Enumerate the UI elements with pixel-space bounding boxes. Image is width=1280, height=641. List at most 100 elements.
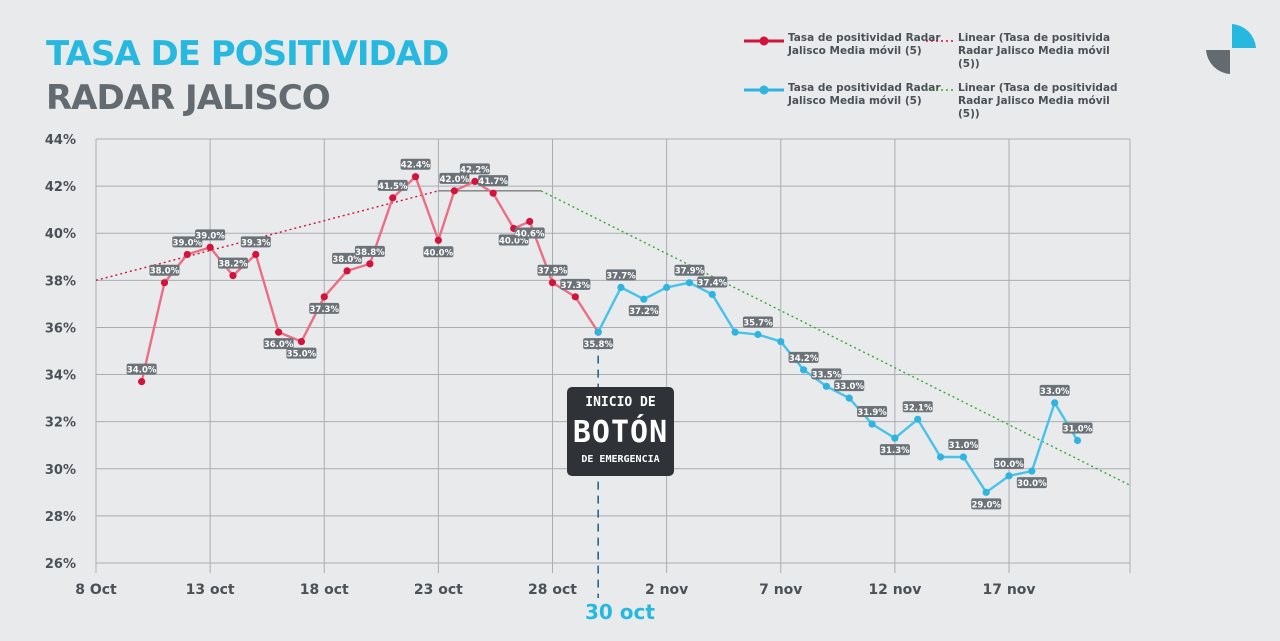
data-label: 37.9% — [538, 267, 568, 277]
data-point — [594, 328, 602, 336]
data-label-bg — [811, 368, 842, 380]
data-label-bg — [240, 236, 271, 248]
data-point — [297, 337, 306, 346]
data-label-bg — [1016, 477, 1047, 489]
data-label: 37.3% — [561, 281, 591, 291]
data-label: 35.8% — [583, 340, 613, 350]
data-label-bg — [583, 338, 614, 350]
y-tick-label: 26% — [45, 557, 76, 572]
data-label-bg — [1062, 422, 1093, 434]
x-tick-label: 13 oct — [186, 582, 235, 598]
data-label-bg — [742, 316, 773, 328]
data-label-bg — [857, 406, 888, 418]
data-label: 30.0% — [1017, 479, 1047, 489]
x-tick-label: 17 nov — [982, 582, 1035, 598]
data-point — [822, 382, 831, 390]
legend-label-red-trend: Linear (Tasa de positivida Radar Jalisco… — [958, 32, 1111, 70]
badge-line3: DE EMERGENCIA — [581, 454, 660, 465]
data-label: 37.3% — [310, 305, 340, 315]
data-label: 33.5% — [812, 370, 842, 380]
data-label-bg — [514, 227, 545, 239]
data-point — [936, 453, 945, 461]
data-point — [489, 189, 497, 197]
data-label-bg — [478, 175, 509, 187]
data-label-bg — [149, 264, 180, 276]
legend-label-blue-series: Tasa de positividad Radar Jalisco Media … — [788, 82, 941, 107]
data-point — [1005, 472, 1013, 480]
data-point — [471, 177, 479, 185]
y-tick-label: 36% — [45, 321, 76, 336]
data-label: 30.0% — [994, 460, 1024, 470]
series-line-blue — [597, 281, 1079, 495]
data-point — [183, 250, 191, 259]
data-point — [1073, 436, 1082, 445]
badge-line1: INICIO DE — [585, 395, 656, 410]
data-point — [548, 279, 557, 287]
data-label-bg — [994, 457, 1025, 469]
data-label-bg — [286, 347, 317, 359]
chart-title-line1: TASA DE POSITIVIDAD — [46, 34, 449, 74]
data-label-bg — [605, 269, 636, 281]
data-label-bg — [439, 172, 470, 184]
data-point — [366, 260, 374, 268]
data-point — [160, 279, 169, 287]
data-label-bg — [560, 278, 591, 290]
data-label: 29.0% — [971, 500, 1001, 510]
data-label: 37.7% — [606, 271, 636, 281]
data-label-bg — [195, 229, 226, 241]
data-label-bg — [217, 257, 248, 269]
data-label-bg — [697, 276, 728, 288]
data-label-bg — [971, 498, 1002, 510]
data-point — [891, 434, 899, 442]
data-point — [663, 283, 671, 291]
trend-line-red — [95, 190, 439, 282]
data-label: 42.0% — [440, 175, 470, 185]
data-point — [617, 283, 625, 291]
data-label-bg — [126, 363, 157, 375]
legend-swatch-blue-series — [744, 85, 784, 95]
data-label: 33.0% — [1040, 387, 1070, 397]
data-point — [526, 217, 534, 226]
y-tick-label: 30% — [45, 463, 76, 478]
data-point — [982, 488, 990, 496]
data-label: 31.0% — [949, 441, 979, 451]
data-label: 42.4% — [401, 161, 431, 171]
x-tick-label: 23 oct — [414, 582, 463, 598]
data-point — [206, 243, 214, 251]
data-label: 32.1% — [903, 403, 933, 413]
data-point — [754, 330, 762, 339]
data-label: 40.0% — [499, 237, 529, 247]
data-label: 34.2% — [789, 354, 819, 364]
y-tick-label: 38% — [45, 274, 76, 289]
legend: Tasa de positividad Radar Jalisco Media … — [740, 30, 1140, 130]
data-point — [914, 415, 922, 423]
data-label: 38.8% — [355, 248, 385, 258]
data-label: 37.4% — [698, 278, 728, 288]
data-label: 37.9% — [675, 267, 705, 277]
data-point — [275, 328, 283, 336]
data-point — [229, 272, 237, 280]
y-tick-label: 34% — [45, 369, 76, 384]
y-tick-label: 28% — [45, 510, 76, 525]
data-point — [434, 236, 442, 244]
logo-icon — [1206, 24, 1256, 74]
data-label: 41.7% — [478, 177, 508, 187]
data-label-bg — [423, 246, 454, 258]
data-label-bg — [628, 305, 659, 317]
x-tick-label: 28 oct — [528, 582, 577, 598]
data-point — [252, 250, 260, 259]
data-label-bg — [332, 252, 363, 264]
badge-line2: BOTÓN — [572, 415, 669, 450]
data-point — [868, 420, 876, 428]
data-label: 41.5% — [378, 182, 408, 192]
y-tick-label: 42% — [45, 180, 76, 195]
legend-label-green-trend: Linear (Tasa de positividad Radar Jalisc… — [958, 82, 1118, 120]
data-point — [450, 187, 458, 195]
data-label: 38.2% — [218, 260, 248, 270]
legend-swatch-green-trend — [926, 89, 956, 91]
data-point — [138, 378, 146, 386]
x-tick-label: 12 nov — [868, 582, 921, 598]
data-label-bg — [354, 245, 385, 257]
data-label-bg — [834, 380, 865, 392]
